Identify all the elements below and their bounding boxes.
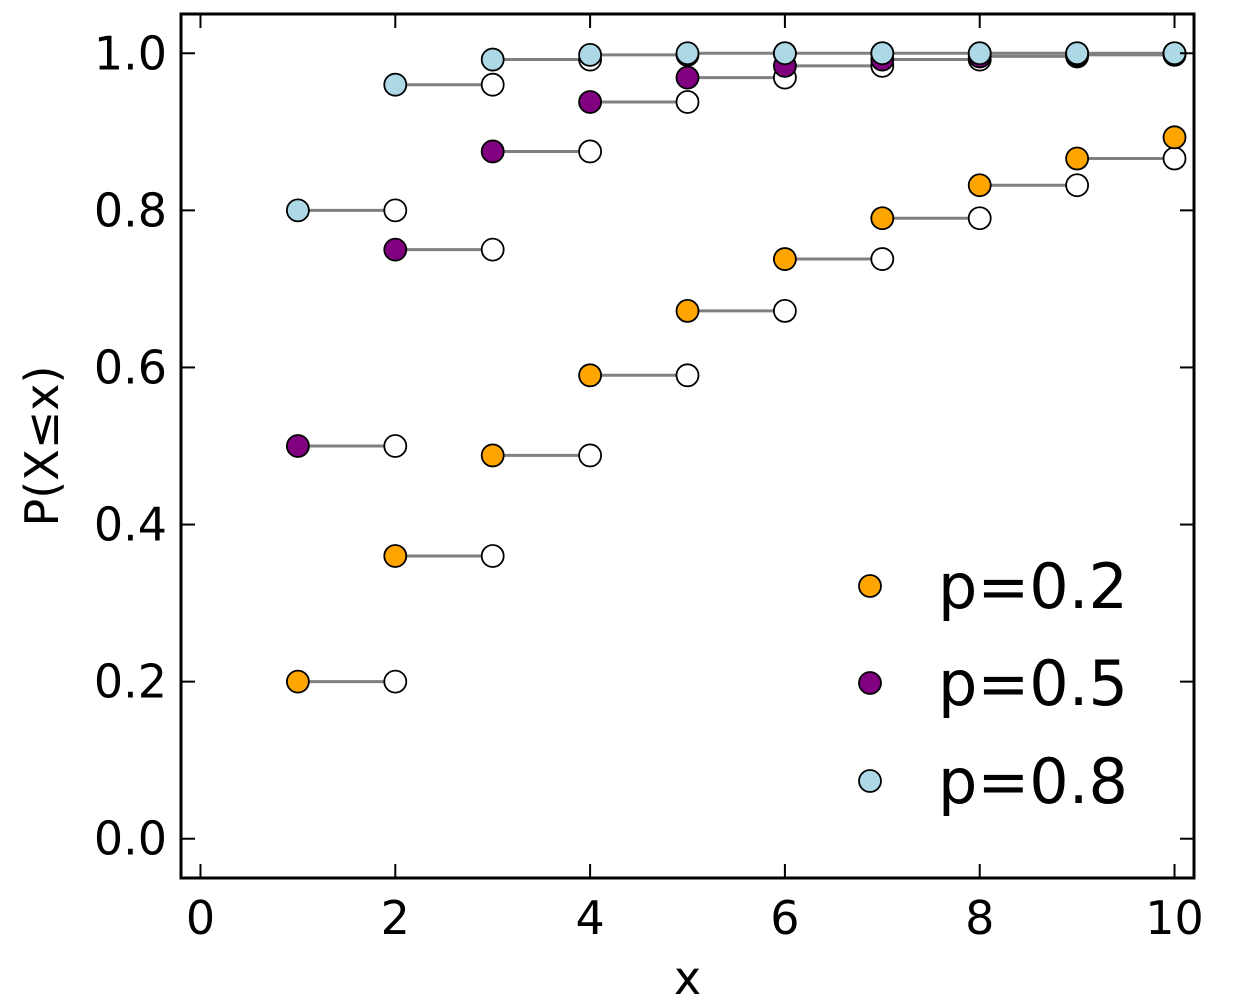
open-marker — [773, 299, 797, 323]
x-tick-label: 8 — [965, 891, 994, 945]
x-tick-label: 6 — [770, 891, 799, 945]
open-marker — [480, 237, 505, 262]
data-point — [675, 65, 700, 90]
data-point — [1065, 41, 1090, 66]
legend-marker — [858, 671, 882, 695]
y-axis-label: P(X≤x) — [15, 366, 69, 527]
legend-entry: p=0.5 — [858, 647, 1128, 720]
data-point — [285, 669, 310, 694]
data-point — [578, 90, 602, 114]
y-tick-label: 0.8 — [94, 183, 167, 237]
data-point — [285, 198, 310, 223]
open-marker — [578, 139, 602, 164]
open-marker — [383, 434, 408, 458]
open-marker — [383, 669, 408, 694]
data-point — [870, 206, 895, 231]
data-point — [967, 173, 992, 198]
legend-marker — [858, 769, 882, 793]
open-marker — [383, 198, 408, 223]
plot-area — [285, 41, 1187, 694]
open-marker — [675, 363, 700, 388]
data-point — [675, 41, 700, 66]
axis-ticks: 0 2 4 6 8 10 0.0 0.2 0.4 0.6 0.8 1.0 — [94, 14, 1204, 945]
open-marker — [480, 72, 505, 97]
x-tick-label: 2 — [381, 891, 410, 945]
x-tick-label: 0 — [186, 891, 215, 945]
legend-label: p=0.2 — [938, 550, 1128, 623]
data-point — [675, 299, 700, 323]
data-point — [480, 139, 505, 164]
series-p=0.2 — [297, 157, 1175, 684]
data-point — [1065, 146, 1090, 171]
y-tick-label: 0.2 — [94, 655, 167, 709]
y-tick-label: 0.6 — [94, 340, 167, 394]
x-axis-label: x — [674, 951, 701, 999]
open-marker — [870, 247, 895, 271]
legend-label: p=0.5 — [938, 647, 1128, 720]
data-point — [578, 363, 602, 388]
legend-marker — [858, 574, 882, 598]
plot-frame — [179, 12, 1196, 880]
legend-entry: p=0.8 — [858, 745, 1128, 818]
data-point — [480, 443, 505, 468]
data-point — [383, 544, 408, 568]
data-point — [578, 42, 602, 67]
y-tick-label: 0.0 — [94, 812, 167, 866]
series-markers-p=0.2 — [383, 146, 1187, 694]
data-point — [967, 41, 992, 66]
x-tick-label: 10 — [1145, 891, 1204, 945]
data-point — [870, 41, 895, 66]
open-marker — [1065, 173, 1090, 198]
y-tick-label: 1.0 — [94, 26, 167, 80]
data-point — [383, 72, 408, 97]
open-marker — [480, 544, 505, 568]
x-tick-label: 4 — [575, 891, 604, 945]
data-point — [480, 47, 505, 72]
data-point — [1162, 125, 1187, 150]
legend: p=0.2 p=0.5 p=0.8 — [858, 550, 1128, 818]
data-point — [383, 237, 408, 262]
data-point — [285, 434, 310, 458]
data-point — [773, 41, 797, 66]
series-p=0.5 — [297, 53, 1175, 448]
open-marker — [675, 90, 700, 114]
series-points-p=0.2 — [285, 125, 1187, 694]
legend-entry: p=0.2 — [858, 550, 1128, 623]
open-marker — [578, 443, 602, 468]
series-points-p=0.8 — [285, 41, 1187, 223]
data-point — [773, 247, 797, 271]
open-marker — [967, 206, 992, 231]
y-tick-label: 0.4 — [94, 498, 167, 552]
open-marker — [1162, 146, 1187, 171]
legend-label: p=0.8 — [938, 745, 1128, 818]
series-p=0.8 — [297, 51, 1175, 212]
